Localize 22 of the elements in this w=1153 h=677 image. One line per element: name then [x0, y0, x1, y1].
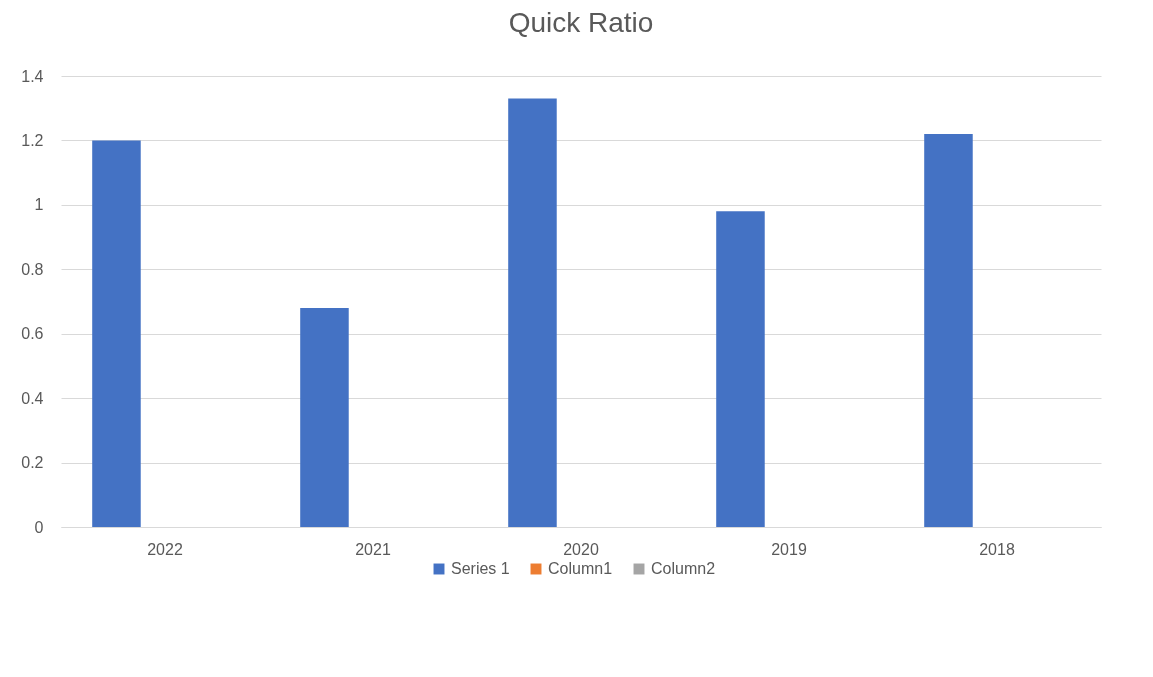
y-tick-label: 1	[34, 196, 44, 214]
bar	[716, 211, 765, 527]
y-tick-label: 0.4	[21, 389, 44, 407]
bar	[92, 140, 141, 527]
x-tick-label: 2021	[355, 540, 391, 558]
y-tick-label: 0.6	[21, 325, 44, 343]
y-tick-label: 0	[34, 518, 44, 536]
x-tick-label: 2022	[147, 540, 183, 558]
bar	[508, 98, 557, 527]
legend-label: Column1	[548, 560, 613, 577]
x-tick-label: 2018	[979, 540, 1015, 558]
x-tick-label: 2019	[771, 540, 807, 558]
legend-label: Series 1	[451, 560, 510, 577]
chart-title: Quick Ratio	[508, 7, 654, 38]
y-tick-label: 1.2	[21, 131, 44, 149]
y-tick-label: 1.4	[21, 67, 44, 85]
bar	[300, 307, 349, 527]
legend-label: Column2	[651, 560, 716, 577]
y-tick-label: 0.2	[21, 454, 44, 472]
y-tick-label: 0.8	[21, 260, 44, 278]
x-tick-label: 2020	[563, 540, 599, 558]
bar	[924, 133, 973, 527]
